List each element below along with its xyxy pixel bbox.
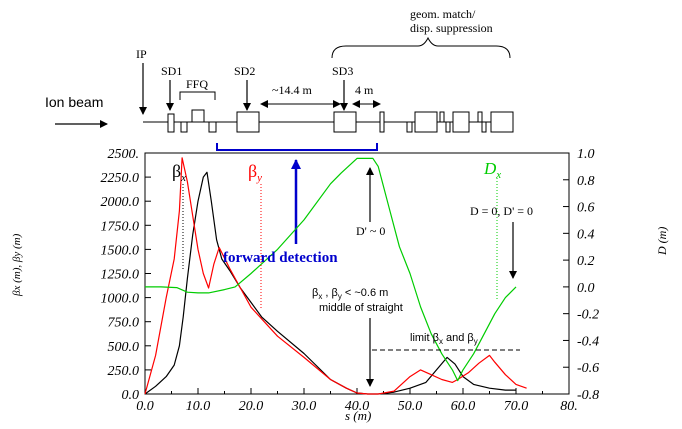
- y-right-tick-label: 0.2: [577, 254, 595, 269]
- magnet-ffq-3: [208, 121, 217, 133]
- x-tick-label: 0.0: [136, 399, 154, 414]
- sd3-label: SD3: [332, 64, 353, 78]
- forward-detection-label: forward detection: [223, 250, 338, 266]
- magnet-d1: [414, 111, 438, 133]
- x-tick-label: 80.: [560, 399, 578, 414]
- x-tick-label: 10.0: [186, 399, 211, 414]
- ion-beam-label: Ion beam: [45, 94, 103, 110]
- y-axis-right: -0.8 -0.6 -0.4 -0.2 0.0 0.2 0.4 0.6 0.8 1.0: [563, 147, 599, 403]
- dprime-label: D' ~ 0: [356, 224, 385, 238]
- y-axis-left-label: βx (m), βy (m): [11, 233, 23, 297]
- forward-detection-bracket: [216, 143, 378, 151]
- span-4m-label: 4 m: [355, 83, 374, 97]
- magnet-q4: [445, 121, 451, 133]
- magnet-elements: [167, 109, 514, 133]
- y-right-tick-label: 0.4: [577, 227, 595, 242]
- legend-beta-x: βx: [172, 161, 186, 184]
- d-zero-label: D = 0, D' = 0: [470, 204, 533, 218]
- y-left-tick-label: 250.0: [108, 364, 140, 379]
- geom-match-brace: [331, 36, 511, 59]
- series-line-dispersion: [145, 157, 517, 382]
- y-right-tick-label: -0.6: [577, 361, 599, 376]
- x-tick-label: 40.0: [345, 399, 370, 414]
- legend-beta-y: βy: [248, 161, 262, 184]
- y-left-tick-label: 1000.0: [101, 292, 140, 307]
- y-right-tick-label: 0.0: [577, 281, 595, 296]
- y-right-tick-label: 1.0: [577, 147, 595, 162]
- geom-match-label: geom. match/: [410, 7, 476, 21]
- y-left-tick-label: 500.0: [108, 340, 140, 355]
- y-right-tick-label: 0.6: [577, 201, 595, 216]
- magnet-d3: [490, 111, 514, 133]
- magnet-q6: [481, 121, 487, 133]
- lattice-diagram: Ion beam IP SD1 FFQ SD2 SD3 ~14.4 m 4 m …: [45, 7, 514, 244]
- x-axis: 0.0 10.0 20.0 30.0 40.0 50.0 60.0 70.0 80.: [136, 388, 578, 414]
- y-left-tick-label: 0.0: [122, 388, 140, 403]
- middle-straight-label: middle of straight: [319, 302, 403, 314]
- series-line-beta_x: [144, 171, 516, 395]
- series-layer: [144, 157, 527, 395]
- x-tick-label: 60.0: [451, 399, 476, 414]
- y-right-tick-label: -0.8: [577, 388, 599, 403]
- y-axis-left: 0.0 250.0 500.0 750.0 1000.0 1250.0 1500.0 1750…: [101, 147, 151, 403]
- x-tick-label: 30.0: [291, 399, 317, 414]
- y-axis-right-label: D (m): [655, 227, 669, 256]
- plot-area: 0.0 10.0 20.0 30.0 40.0 50.0 60.0 70.0 80. 0.0 25…: [11, 147, 669, 423]
- y-left-tick-label: 2250.0: [101, 171, 140, 186]
- magnet-sd2: [236, 111, 260, 133]
- plot-frame: [144, 152, 570, 395]
- magnet-ffq-2: [191, 109, 205, 123]
- magnet-q2: [406, 121, 413, 133]
- ffq-label: FFQ: [186, 77, 208, 91]
- magnet-q5: [477, 111, 483, 123]
- limit-label: limit βx and βy: [410, 332, 478, 346]
- y-left-tick-label: 2000.0: [101, 195, 140, 210]
- x-tick-label: 70.0: [504, 399, 529, 414]
- sd2-label: SD2: [234, 64, 255, 78]
- magnet-q1: [379, 111, 385, 133]
- magnet-q3: [439, 111, 445, 123]
- x-axis-label: s (m): [345, 408, 371, 423]
- y-right-tick-label: 0.8: [577, 174, 595, 189]
- ip-label: IP: [136, 47, 147, 61]
- y-left-tick-label: 1750.0: [101, 219, 140, 234]
- y-right-tick-label: -0.4: [577, 334, 599, 349]
- y-left-tick-label: 1500.0: [101, 243, 140, 258]
- ffq-bracket: [179, 91, 216, 100]
- magnet-sd1: [167, 113, 175, 133]
- series-line-beta_y: [144, 157, 527, 395]
- disp-suppression-label: disp. suppression: [410, 21, 493, 35]
- legend-dx: Dx: [483, 159, 501, 181]
- magnet-sd3: [333, 111, 357, 133]
- y-left-tick-label: 1250.0: [101, 268, 140, 283]
- magnet-d2: [452, 111, 470, 133]
- magnet-ffq-1: [180, 121, 188, 133]
- x-tick-label: 20.0: [239, 399, 264, 414]
- y-right-tick-label: -0.2: [577, 308, 599, 323]
- span-14m-label: ~14.4 m: [272, 83, 312, 97]
- sd1-label: SD1: [161, 64, 182, 78]
- y-left-tick-label: 750.0: [108, 316, 140, 331]
- y-left-tick-label: 2500.: [108, 147, 140, 162]
- x-tick-label: 50.0: [398, 399, 423, 414]
- beta-small-label: βx , βy < ~0.6 m: [312, 287, 388, 301]
